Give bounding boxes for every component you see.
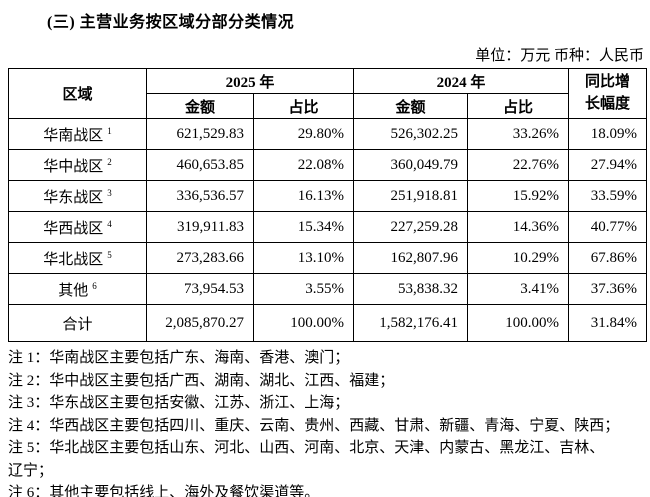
header-yoy-growth: 同比增长幅度 [568,68,648,119]
yoy-cell: 37.36% [568,273,648,305]
yoy-growth-label: 同比增长幅度 [585,73,631,112]
region-cell: 华西战区 4 [8,211,147,243]
header-year-2025: 2025 年 [145,68,355,94]
footnote-ref: 6 [92,280,97,291]
region-cell: 合计 [8,304,147,342]
share-2025-cell: 3.55% [252,273,355,305]
amount-2024-cell: 1,582,176.41 [353,304,469,342]
footnote-line: 注 6：其他主要包括线上、海外及餐饮渠道等。 [8,485,320,497]
footnote-ref: 5 [107,249,112,260]
footnote-line: 注 3：华东战区主要包括安徽、江苏、浙江、上海； [8,395,350,411]
footnote-ref: 2 [107,156,112,167]
yoy-cell: 31.84% [568,304,648,342]
footnote-ref: 1 [107,125,112,136]
yoy-cell: 18.09% [568,118,648,150]
amount-2025-cell: 621,529.83 [146,118,254,150]
header-row-years: 区域 2025 年 2024 年 同比增长幅度 [8,68,648,119]
header-row-metrics: 金额 占比 金额 占比 [9,93,647,119]
unit-currency-note: 单位：万元 币种：人民币 [475,48,644,64]
share-2024-cell: 14.36% [467,211,570,243]
region-cell: 华东战区 3 [8,180,147,212]
share-2025-cell: 13.10% [252,242,355,274]
footnote-line: 辽宁； [8,462,54,479]
footnote-line: 注 5：华北战区主要包括山东、河北、山西、河南、北京、天津、内蒙古、黑龙江、吉林… [8,440,605,456]
share-2024-cell: 100.00% [467,304,570,342]
footnote-ref: 3 [107,187,112,198]
table-row-central: 华中战区 2 460,653.85 22.08% 360,049.79 22.76… [8,149,648,181]
share-2024-cell: 15.92% [467,180,570,212]
header-share-2024: 占比 [467,93,570,119]
region-cell: 其他 6 [8,273,147,305]
region-segment-table: 区域 2025 年 2024 年 同比增长幅度 金额 占比 金额 占比 华南战区… [8,68,648,342]
share-2024-cell: 22.76% [467,149,570,181]
yoy-cell: 33.59% [568,180,648,212]
region-cell: 华中战区 2 [8,149,147,181]
section-title: (三) 主营业务按区域分部分类情况 [47,14,295,31]
footnote-ref: 4 [107,218,112,229]
footnote-line: 注 4：华西战区主要包括四川、重庆、云南、贵州、西藏、甘肃、新疆、青海、宁夏、陕… [8,417,620,434]
amount-2024-cell: 251,918.81 [353,180,469,212]
yoy-cell: 27.94% [568,149,648,181]
amount-2024-cell: 526,302.25 [353,118,469,150]
table-row-other: 其他 6 73,954.53 3.55% 53,838.32 3.41% 37.3… [8,273,648,305]
amount-2025-cell: 460,653.85 [146,149,254,181]
amount-2024-cell: 360,049.79 [353,149,469,181]
footnote-line: 注 1：华南战区主要包括广东、海南、香港、澳门； [8,350,350,366]
amount-2025-cell: 273,283.66 [146,242,254,274]
table-row-west: 华西战区 4 319,911.83 15.34% 227,259.28 14.36… [8,211,648,243]
header-share-2025: 占比 [252,93,355,119]
amount-2024-cell: 53,838.32 [353,273,469,305]
amount-2024-cell: 162,807.96 [353,242,469,274]
header-year-2024: 2024 年 [353,68,570,94]
table-row-east: 华东战区 3 336,536.57 16.13% 251,918.81 15.92… [8,180,648,212]
table-row-total: 合计 2,085,870.27 100.00% 1,582,176.41 100… [8,304,648,342]
share-2024-cell: 3.41% [467,273,570,305]
share-2025-cell: 100.00% [252,304,355,342]
share-2025-cell: 16.13% [252,180,355,212]
yoy-cell: 67.86% [568,242,648,274]
region-cell: 华南战区 1 [8,118,147,150]
amount-2024-cell: 227,259.28 [353,211,469,243]
header-amount-2025: 金额 [146,93,254,119]
region-cell: 华北战区 5 [8,242,147,274]
amount-2025-cell: 336,536.57 [146,180,254,212]
header-region: 区域 [8,68,147,119]
header-amount-2024: 金额 [353,93,469,119]
yoy-cell: 40.77% [568,211,648,243]
footnotes: 注 1：华南战区主要包括广东、海南、香港、澳门； 注 2：华中战区主要包括广西、… [8,347,646,497]
amount-2025-cell: 73,954.53 [146,273,254,305]
share-2025-cell: 29.80% [252,118,355,150]
table-row-north: 华北战区 5 273,283.66 13.10% 162,807.96 10.29… [8,242,648,274]
share-2024-cell: 10.29% [467,242,570,274]
share-2025-cell: 22.08% [252,149,355,181]
amount-2025-cell: 2,085,870.27 [146,304,254,342]
footnote-line: 注 2：华中战区主要包括广西、湖南、湖北、江西、福建； [8,372,395,389]
table-row-south: 华南战区 1 621,529.83 29.80% 526,302.25 33.26… [8,118,648,150]
amount-2025-cell: 319,911.83 [146,211,254,243]
share-2025-cell: 15.34% [252,211,355,243]
share-2024-cell: 33.26% [467,118,570,150]
